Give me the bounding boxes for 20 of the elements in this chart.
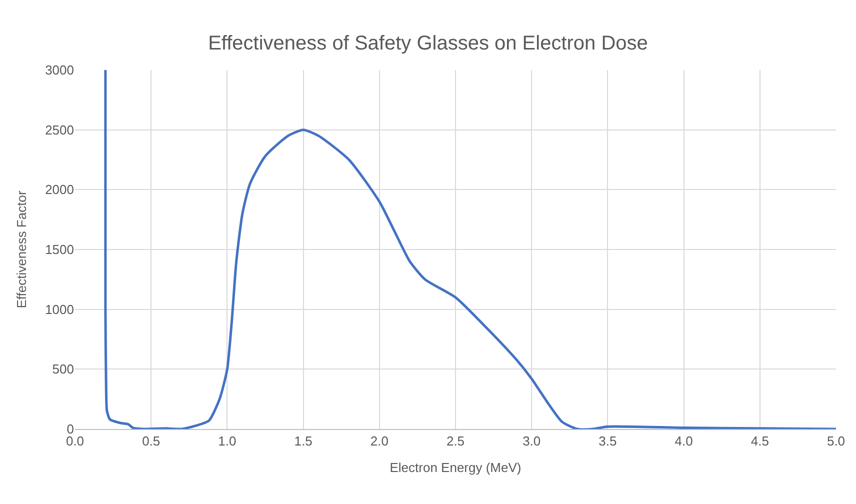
line-series: [104, 70, 836, 429]
y-axis-title: Effectiveness Factor: [14, 190, 30, 308]
chart-title: Effectiveness of Safety Glasses on Electron Dose: [208, 32, 648, 54]
y-tick-label: 1500: [45, 242, 74, 258]
x-tick-label: 4.5: [750, 434, 769, 449]
x-tick-label: 3.5: [598, 434, 617, 449]
x-tick-label: 5.0: [826, 434, 846, 449]
x-tick-label: 2.0: [370, 434, 388, 449]
x-tick-label: 1.0: [218, 434, 236, 449]
y-tick-label: 500: [52, 362, 74, 377]
y-tick-label: 2500: [45, 122, 74, 138]
y-tick-label: 2000: [45, 182, 74, 198]
y-tick-label: 1000: [45, 302, 74, 317]
x-axis-title: Electron Energy (MeV): [390, 460, 522, 476]
x-tick-label: 2.5: [446, 434, 465, 449]
x-tick-label: 0.5: [142, 434, 160, 449]
y-tick-label: 3000: [45, 62, 74, 78]
x-tick-label: 1.5: [294, 434, 312, 449]
x-tick-label: 3.0: [522, 434, 541, 449]
x-tick-label: 4.0: [674, 434, 693, 449]
